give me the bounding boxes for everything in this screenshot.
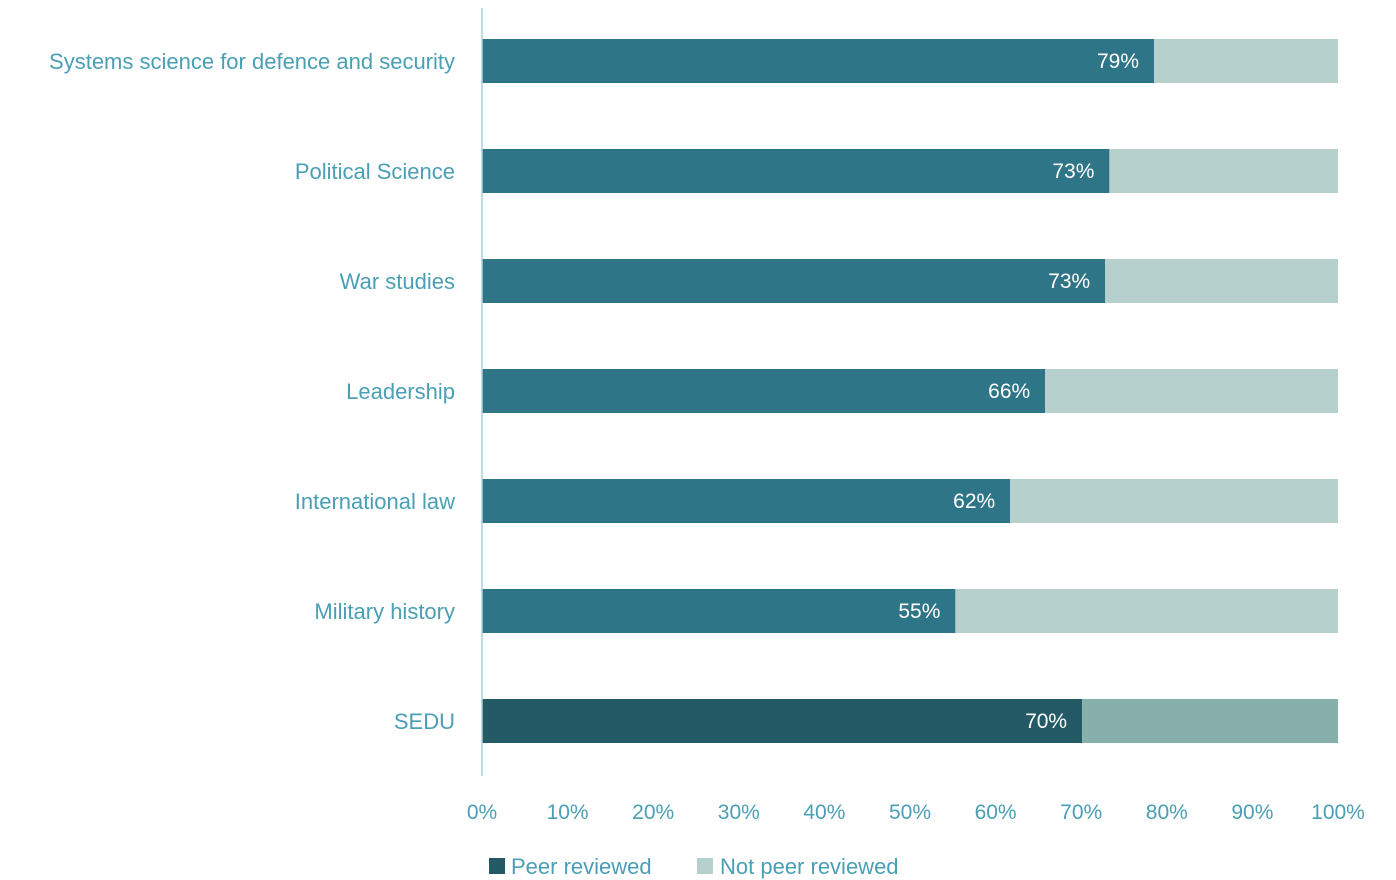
x-tick-label-50pct: 50% <box>889 801 931 824</box>
x-axis-tick-labels: 0% 10% 20% 30% 40% 50% 60% 70% 80% 90% 100% <box>467 801 1365 824</box>
category-label-political-science: Political Science <box>295 159 455 184</box>
bars-group <box>482 39 1338 743</box>
data-label-political-science: 73% <box>1052 160 1094 183</box>
bar-peer-reviewed-political-science <box>482 149 1110 193</box>
bar-peer-reviewed-international-law <box>482 479 1011 523</box>
bar-not-peer-reviewed-war-studies <box>1105 259 1338 303</box>
category-label-international-law: International law <box>295 489 455 514</box>
bar-not-peer-reviewed-leadership <box>1045 369 1338 413</box>
bar-peer-reviewed-leadership <box>482 369 1046 413</box>
category-label-military-history: Military history <box>314 599 455 624</box>
bar-not-peer-reviewed-international-law <box>1010 479 1338 523</box>
data-label-military-history: 55% <box>898 600 940 623</box>
data-label-sedu: 70% <box>1025 710 1067 733</box>
category-label-war-studies: War studies <box>340 269 455 294</box>
category-label-sedu: SEDU <box>394 709 455 734</box>
data-label-international-law: 62% <box>953 490 995 513</box>
bar-peer-reviewed-systems-science-for-defence-and-security <box>482 39 1154 83</box>
category-label-leadership: Leadership <box>346 379 455 404</box>
category-label-systems-science-for-defence-and-security: Systems science for defence and security <box>49 49 455 74</box>
legend-label-not-peer-reviewed: Not peer reviewed <box>720 854 899 879</box>
data-labels: 79% 73% 73% 66% 62% 55% 70% <box>898 50 1139 733</box>
bar-peer-reviewed-war-studies <box>482 259 1106 303</box>
legend-swatch-peer-reviewed <box>489 858 505 874</box>
x-tick-label-40pct: 40% <box>803 801 845 824</box>
data-label-systems-science-for-defence-and-security: 79% <box>1097 50 1139 73</box>
x-tick-label-zero: 0% <box>467 801 497 824</box>
x-tick-label-30pct: 30% <box>718 801 760 824</box>
bar-not-peer-reviewed-sedu <box>1082 699 1338 743</box>
x-tick-label-80pct: 80% <box>1146 801 1188 824</box>
legend-label-peer-reviewed: Peer reviewed <box>511 854 652 879</box>
bar-not-peer-reviewed-political-science <box>1109 149 1338 193</box>
bar-peer-reviewed-military-history <box>482 589 956 633</box>
legend-swatch-not-peer-reviewed <box>697 858 713 874</box>
x-tick-label-10pct: 10% <box>547 801 589 824</box>
bar-peer-reviewed-sedu <box>482 699 1083 743</box>
x-tick-label-60pct: 60% <box>975 801 1017 824</box>
x-tick-label-20pct: 20% <box>632 801 674 824</box>
legend: Peer reviewed Not peer reviewed <box>489 854 899 879</box>
x-tick-label-70pct: 70% <box>1060 801 1102 824</box>
data-label-leadership: 66% <box>988 380 1030 403</box>
bar-not-peer-reviewed-systems-science-for-defence-and-security <box>1154 39 1338 83</box>
data-label-war-studies: 73% <box>1048 270 1090 293</box>
category-labels: Systems science for defence and security… <box>49 49 455 734</box>
x-tick-label-90pct: 90% <box>1231 801 1273 824</box>
bar-not-peer-reviewed-military-history <box>955 589 1338 633</box>
x-tick-label-100pct: 100% <box>1311 801 1365 824</box>
